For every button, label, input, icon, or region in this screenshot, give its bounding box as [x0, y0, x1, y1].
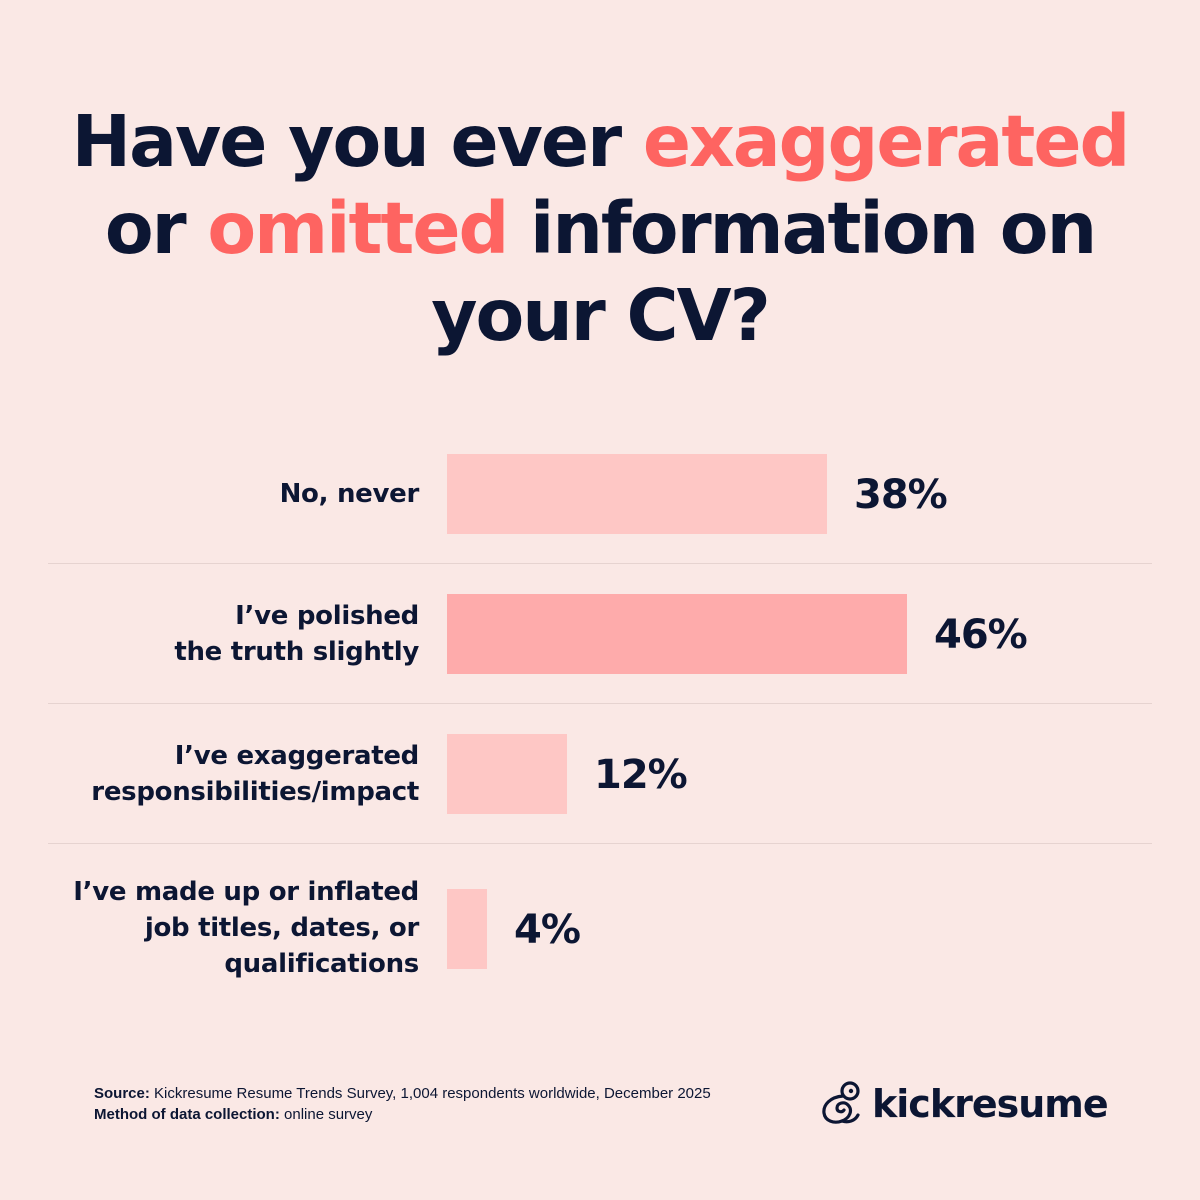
title-highlight-exaggerated: exaggerated	[642, 100, 1131, 183]
bar-made-up	[447, 889, 487, 969]
method-note: Method of data collection: online survey	[94, 1106, 373, 1123]
chart-title: Have you ever exaggerated or omitted inf…	[0, 98, 1200, 359]
title-line-1: Have you ever exaggerated	[71, 100, 1131, 183]
bar-exaggerated	[447, 734, 567, 814]
row-label-no-never: No, never	[279, 479, 420, 509]
row-divider	[48, 563, 1152, 564]
brand-name: kickresume	[872, 1082, 1109, 1126]
brand-logo: kickresume	[820, 1079, 1109, 1130]
footer-notes: Source: Kickresume Resume Trends Survey,…	[94, 1083, 711, 1125]
value-label-no-never: 38%	[854, 472, 948, 518]
bar-no-never	[447, 454, 827, 534]
row-divider	[48, 843, 1152, 844]
row-label-polished: I’ve polished the truth slightly	[174, 601, 419, 667]
row-divider	[48, 703, 1152, 704]
value-label-polished: 46%	[934, 612, 1028, 658]
title-line-3: your CV?	[431, 274, 771, 357]
chameleon-icon	[820, 1079, 864, 1130]
value-label-exaggerated: 12%	[594, 752, 688, 798]
bar-polished	[447, 594, 907, 674]
row-label-exaggerated: I’ve exaggerated responsibilities/impact	[91, 741, 419, 807]
value-label-made-up: 4%	[514, 907, 581, 953]
title-line-2: or omitted information on	[104, 187, 1097, 270]
source-note: Source: Kickresume Resume Trends Survey,…	[94, 1085, 711, 1102]
title-highlight-omitted: omitted	[207, 187, 509, 270]
row-label-made-up: I’ve made up or inflated job titles, dat…	[73, 877, 419, 979]
